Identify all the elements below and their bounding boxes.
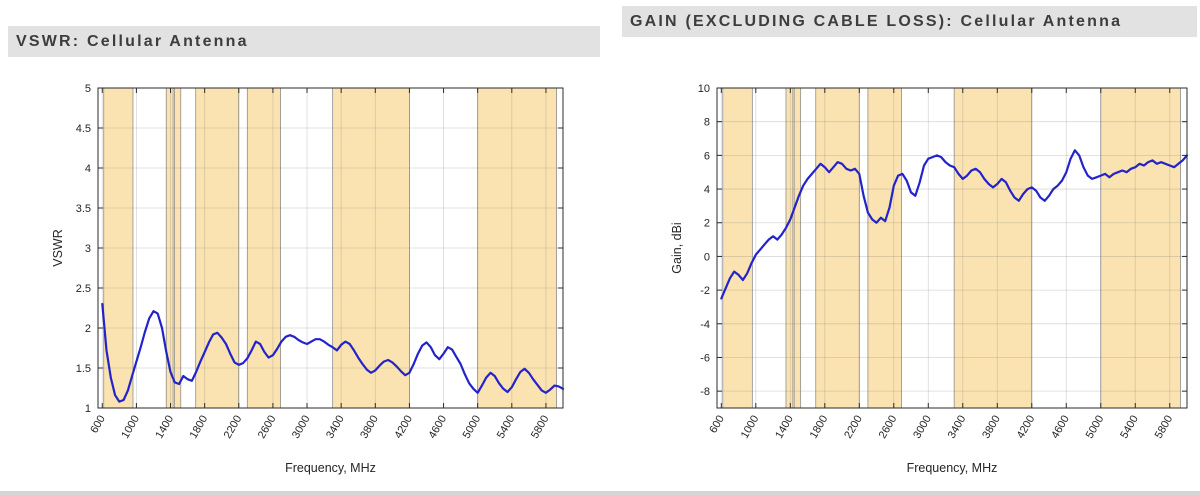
frequency-band (247, 88, 281, 408)
x-tick-label: 3000 (911, 414, 934, 441)
x-tick-label: 4600 (427, 414, 450, 441)
x-tick-label: 4200 (1015, 414, 1038, 441)
x-tick-label: 600 (88, 414, 108, 436)
vswr-chart: 600 1000 1400 1800 2200 2600 3000 3400 3800 4200 4… (51, 83, 565, 475)
y-tick-label: 1 (85, 403, 91, 415)
frequency-band (722, 88, 753, 408)
frequency-band (332, 88, 410, 408)
x-tick-label: 5400 (1118, 414, 1141, 441)
x-tick-label: 2200 (842, 414, 865, 441)
y-tick-label: 2 (704, 218, 710, 230)
x-axis-label: Frequency, MHz (285, 461, 376, 475)
x-tick-label: 3800 (358, 414, 381, 441)
y-tick-label: -2 (700, 285, 710, 297)
x-tick-label: 5800 (1153, 414, 1176, 441)
frequency-band (954, 88, 1032, 408)
y-tick-label: 1.5 (76, 363, 91, 375)
x-tick-label: 4200 (392, 414, 415, 441)
x-tick-label: 5800 (529, 414, 552, 441)
x-tick-label: 600 (707, 414, 727, 436)
y-tick-label: 0 (704, 251, 710, 263)
frequency-band (815, 88, 860, 408)
x-tick-label: 1800 (808, 414, 831, 441)
y-tick-label: 3.5 (76, 203, 91, 215)
x-tick-label: 2200 (222, 414, 245, 441)
x-tick-label: 5000 (1084, 414, 1107, 441)
x-tick-label: 5000 (461, 414, 484, 441)
gain-chart-title-text: GAIN (EXCLUDING CABLE LOSS): Cellular An… (630, 13, 1123, 30)
x-tick-label: 2600 (256, 414, 279, 441)
y-axis-label: VSWR (51, 229, 65, 267)
bottom-divider (0, 491, 1200, 495)
frequency-band (477, 88, 557, 408)
y-tick-label: 2.5 (76, 283, 91, 295)
y-tick-label: -6 (700, 352, 710, 364)
vswr-chart-title: VSWR: Cellular Antenna (8, 26, 600, 58)
frequency-band (786, 88, 793, 408)
x-tick-label: 3400 (324, 414, 347, 441)
frequency-band (794, 88, 801, 408)
x-tick-label: 1800 (188, 414, 211, 441)
y-tick-label: -4 (700, 319, 710, 331)
y-tick-label: 3 (85, 243, 91, 255)
x-axis-label: Frequency, MHz (907, 461, 998, 475)
x-tick-label: 1400 (773, 414, 796, 441)
gain-panel: GAIN (EXCLUDING CABLE LOSS): Cellular An… (622, 0, 1197, 488)
y-tick-label: 8 (704, 117, 710, 129)
vswr-panel: VSWR: Cellular Antenna 600 1000 1400 1800 22… (8, 0, 600, 488)
vswr-chart-title-text: VSWR: Cellular Antenna (16, 33, 249, 50)
x-tick-label: 5400 (495, 414, 518, 441)
frequency-band (1100, 88, 1181, 408)
y-tick-label: 4 (704, 184, 710, 196)
frequency-band (867, 88, 902, 408)
y-tick-label: 4 (85, 163, 91, 175)
y-tick-label: 6 (704, 150, 710, 162)
x-tick-label: 3800 (980, 414, 1003, 441)
y-axis-label: Gain, dBi (670, 222, 684, 273)
gain-chart: 600 1000 1400 1800 2200 2600 3000 3400 3800 4200 4… (670, 83, 1189, 475)
y-tick-label: -8 (700, 386, 710, 398)
y-tick-label: 5 (85, 83, 91, 95)
frequency-band (174, 88, 181, 408)
x-tick-label: 1000 (739, 414, 762, 441)
data-line (101, 302, 565, 403)
x-tick-label: 3000 (290, 414, 313, 441)
x-tick-label: 1400 (153, 414, 176, 441)
frequency-band (166, 88, 174, 408)
y-tick-label: 10 (698, 83, 710, 95)
x-tick-label: 1000 (119, 414, 142, 441)
axes-box (716, 87, 1188, 409)
x-tick-label: 4600 (1049, 414, 1072, 441)
data-line (720, 149, 1189, 300)
x-tick-label: 2600 (877, 414, 900, 441)
gain-chart-title: GAIN (EXCLUDING CABLE LOSS): Cellular An… (622, 6, 1197, 38)
x-tick-label: 3400 (946, 414, 969, 441)
y-tick-label: 2 (85, 323, 91, 335)
y-tick-label: 4.5 (76, 123, 91, 135)
frequency-band (103, 88, 133, 408)
